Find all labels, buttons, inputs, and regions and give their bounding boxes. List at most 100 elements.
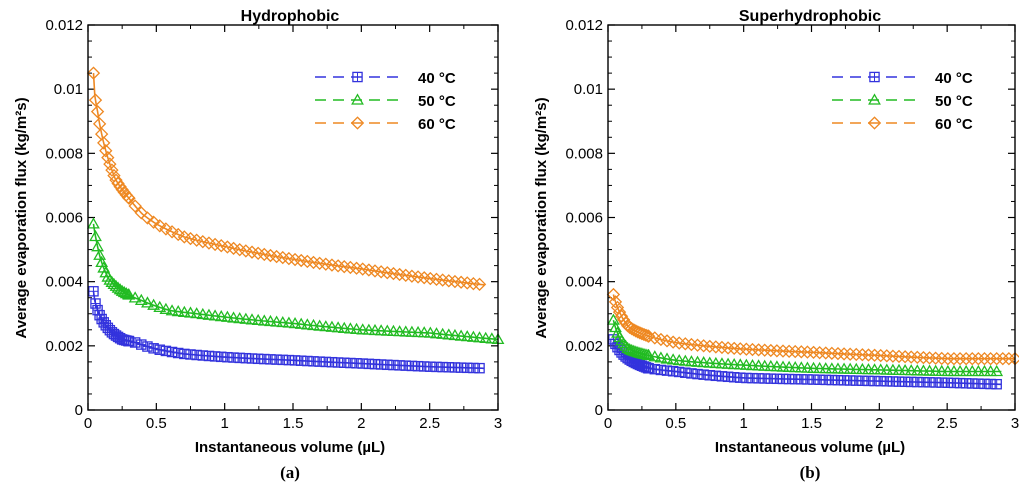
data-point bbox=[984, 364, 997, 377]
data-point bbox=[171, 305, 185, 317]
series-line bbox=[92, 223, 499, 341]
data-point bbox=[661, 365, 673, 376]
series-triangle bbox=[87, 217, 505, 345]
data-point bbox=[691, 355, 704, 367]
data-point bbox=[607, 313, 620, 325]
data-point bbox=[709, 356, 723, 369]
data-point bbox=[159, 302, 173, 314]
x-tick-label: 2 bbox=[357, 415, 365, 432]
data-point bbox=[319, 320, 333, 332]
data-point bbox=[935, 364, 949, 377]
x-tick-label: 3 bbox=[1011, 415, 1019, 432]
data-point bbox=[855, 362, 869, 375]
x-tick-label: 0.5 bbox=[146, 415, 167, 432]
data-point bbox=[190, 307, 204, 319]
y-tick-label: 0.008 bbox=[45, 145, 83, 162]
data-point bbox=[405, 325, 419, 337]
data-point bbox=[697, 356, 711, 368]
data-point bbox=[159, 222, 173, 236]
data-point bbox=[362, 323, 376, 335]
data-point bbox=[466, 330, 480, 342]
legend-label: 50 °C bbox=[418, 93, 456, 110]
data-point bbox=[704, 370, 716, 381]
data-point bbox=[627, 323, 641, 337]
data-point bbox=[965, 364, 979, 377]
data-point bbox=[153, 219, 167, 233]
x-tick-label: 1 bbox=[739, 415, 747, 432]
plot-frame bbox=[607, 24, 1016, 411]
data-point bbox=[196, 307, 210, 320]
data-point bbox=[374, 324, 388, 336]
y-tick-label: 0.006 bbox=[45, 210, 83, 227]
x-axis-label: Instantaneous volume (µL) bbox=[715, 439, 905, 456]
data-point bbox=[208, 309, 222, 321]
data-point bbox=[800, 345, 815, 359]
data-point bbox=[154, 344, 165, 355]
data-point bbox=[300, 318, 314, 330]
data-point bbox=[141, 296, 154, 308]
x-tick-label: 2.5 bbox=[419, 415, 440, 432]
y-axis-label: Average evaporation flux (kg/m²s) bbox=[533, 97, 550, 338]
data-point bbox=[91, 240, 104, 252]
data-point bbox=[251, 313, 265, 326]
data-point bbox=[710, 370, 722, 382]
data-point bbox=[837, 362, 851, 374]
data-point bbox=[843, 347, 857, 361]
data-point bbox=[87, 217, 100, 229]
data-point bbox=[782, 344, 796, 358]
data-point bbox=[849, 347, 863, 362]
data-point bbox=[399, 325, 413, 337]
data-point bbox=[776, 344, 790, 358]
data-point bbox=[608, 295, 623, 309]
legend-marker bbox=[351, 93, 364, 105]
data-point bbox=[745, 342, 760, 357]
data-point bbox=[690, 338, 705, 352]
data-point bbox=[698, 369, 709, 380]
data-point bbox=[667, 365, 679, 377]
series-triangle bbox=[607, 313, 1004, 377]
data-point bbox=[680, 367, 691, 378]
data-point bbox=[801, 361, 814, 373]
data-point bbox=[105, 163, 119, 177]
data-point bbox=[880, 363, 894, 375]
data-point bbox=[813, 361, 827, 374]
series-line bbox=[612, 319, 1002, 373]
data-point bbox=[179, 348, 190, 360]
data-point bbox=[239, 312, 253, 324]
data-point bbox=[996, 351, 1010, 366]
legend-marker bbox=[867, 116, 882, 130]
legend-label: 40 °C bbox=[418, 70, 456, 87]
data-point bbox=[855, 348, 870, 362]
y-tick-label: 0 bbox=[75, 402, 83, 419]
data-point bbox=[898, 363, 912, 376]
chart-title: Superhydrophobic bbox=[739, 8, 881, 25]
data-point bbox=[941, 351, 955, 366]
data-point bbox=[436, 327, 450, 339]
data-point bbox=[861, 348, 876, 362]
data-point bbox=[616, 313, 631, 327]
data-point bbox=[807, 361, 820, 373]
data-point bbox=[460, 330, 474, 342]
data-point bbox=[430, 327, 443, 339]
data-point bbox=[806, 345, 821, 360]
data-point bbox=[142, 341, 153, 352]
data-point bbox=[715, 357, 729, 369]
data-point bbox=[233, 312, 247, 324]
data-point bbox=[276, 315, 290, 328]
data-point bbox=[184, 306, 197, 318]
data-point bbox=[916, 350, 931, 365]
data-point bbox=[147, 298, 161, 310]
data-point bbox=[160, 345, 172, 357]
data-point bbox=[153, 300, 167, 312]
chart-panel-superhydrophobic: Superhydrophobic Average evaporation flu… bbox=[533, 8, 1019, 482]
y-axis-label: Average evaporation flux (kg/m²s) bbox=[13, 97, 30, 338]
series-square-plus bbox=[88, 286, 485, 374]
data-point bbox=[782, 360, 796, 372]
x-tick-label: 1.5 bbox=[283, 415, 304, 432]
data-point bbox=[140, 211, 155, 225]
data-point bbox=[929, 364, 943, 376]
data-point bbox=[971, 364, 985, 377]
chart-title: Hydrophobic bbox=[241, 8, 340, 25]
data-point bbox=[922, 351, 937, 365]
